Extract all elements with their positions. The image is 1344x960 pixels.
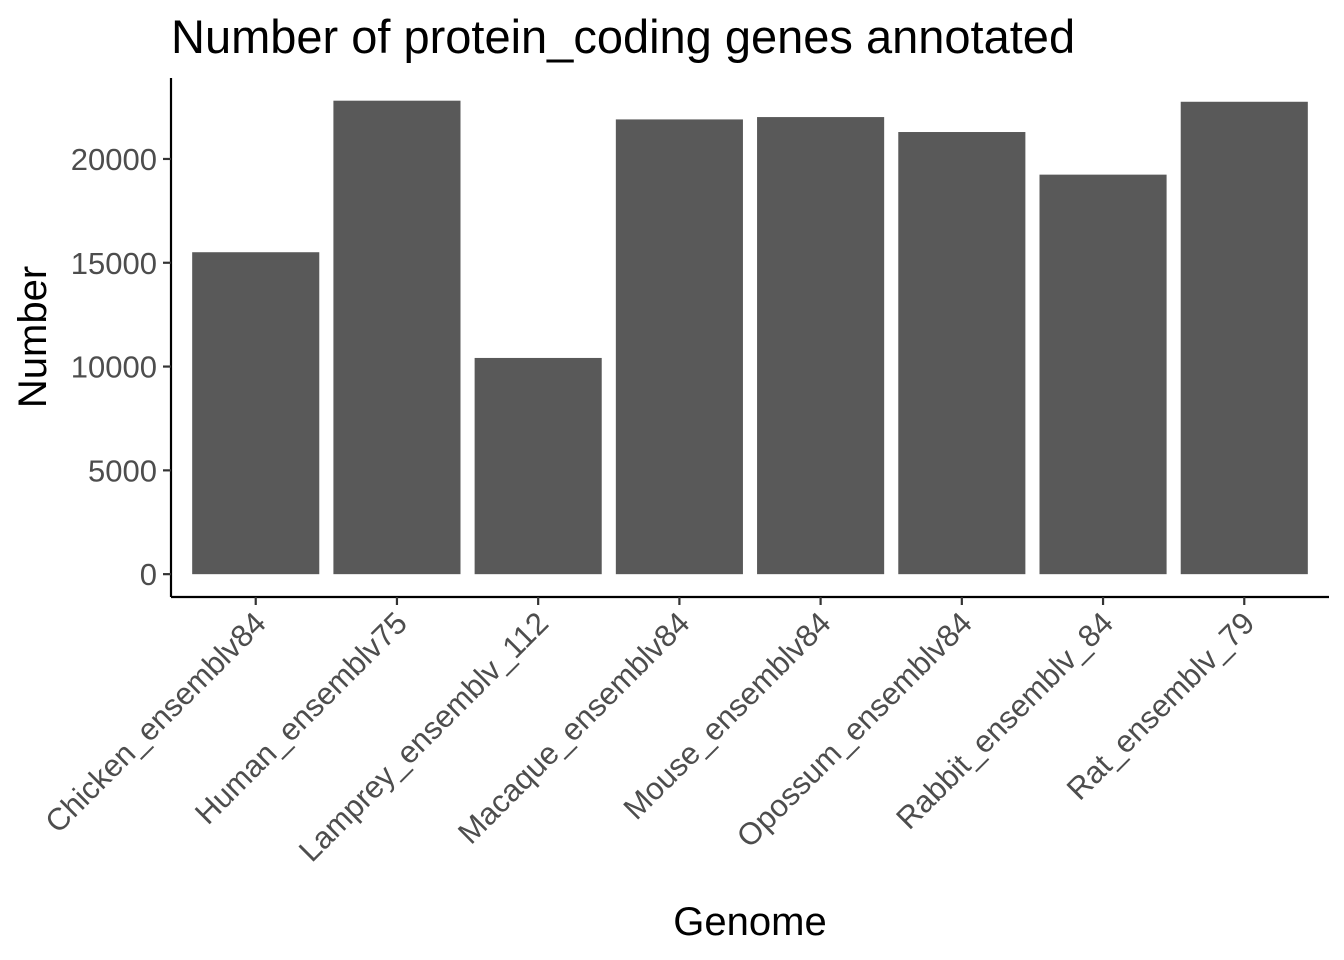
x-axis-title: Genome <box>673 900 826 944</box>
bar <box>333 100 461 575</box>
y-axis-title: Number <box>11 266 55 408</box>
bar <box>1180 101 1308 575</box>
bar <box>192 252 320 575</box>
x-tick-label: Opossum_ensemblv84 <box>730 605 979 854</box>
y-tick-label: 5000 <box>88 453 157 488</box>
x-tick-label: Macaque_ensemblv84 <box>451 605 696 850</box>
y-tick-label: 0 <box>140 557 157 592</box>
bar <box>474 357 602 575</box>
bar <box>1039 174 1167 575</box>
bar <box>615 119 743 575</box>
bar <box>898 132 1026 575</box>
bar <box>757 117 885 575</box>
y-tick-label: 10000 <box>71 350 157 385</box>
x-axis: Chicken_ensemblv84Human_ensemblv75Lampre… <box>38 595 1329 868</box>
chart-title: Number of protein_coding genes annotated <box>171 10 1075 63</box>
bars <box>192 100 1308 575</box>
y-axis: 0 5000 10000 15000 20000 <box>71 78 173 597</box>
y-tick-label: 15000 <box>71 246 157 281</box>
x-tick-label: Lamprey_ensemblv_112 <box>292 605 555 868</box>
y-tick-label: 20000 <box>71 142 157 177</box>
